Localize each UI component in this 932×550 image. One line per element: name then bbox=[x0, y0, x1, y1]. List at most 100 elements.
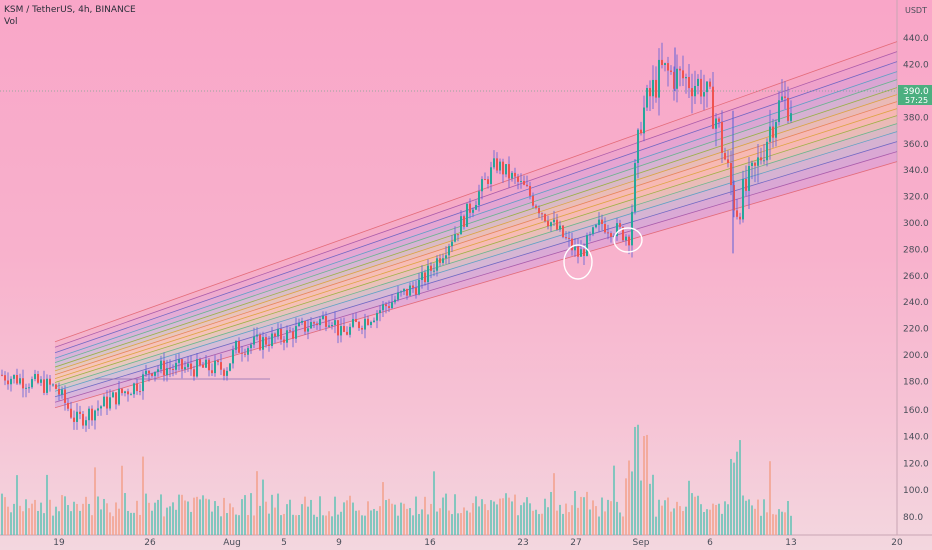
volume-bar bbox=[640, 480, 642, 535]
volume-bar bbox=[397, 515, 399, 535]
volume-bar bbox=[82, 503, 84, 535]
volume-bar bbox=[622, 516, 624, 535]
candle-body bbox=[46, 378, 48, 393]
candle-body bbox=[676, 68, 678, 89]
time-tick-label: 23 bbox=[517, 538, 528, 548]
candle-body bbox=[328, 325, 330, 327]
candle-body bbox=[19, 378, 21, 384]
volume-bar bbox=[244, 495, 246, 535]
candle-body bbox=[247, 348, 249, 355]
volume-bar bbox=[421, 509, 423, 535]
candle-body bbox=[94, 410, 96, 421]
candle-body bbox=[316, 323, 318, 326]
candle-body bbox=[571, 238, 573, 251]
volume-bar bbox=[571, 505, 573, 535]
candle-body bbox=[532, 195, 534, 206]
candle-body bbox=[598, 219, 600, 225]
annotation-circle-27[interactable] bbox=[563, 244, 593, 280]
volume-bar bbox=[556, 510, 558, 535]
candle-body bbox=[274, 333, 276, 337]
volume-bar bbox=[547, 507, 549, 535]
time-tick-label: 9 bbox=[336, 538, 342, 548]
candle-body bbox=[325, 315, 327, 327]
volume-bar bbox=[157, 499, 159, 535]
candle-body bbox=[586, 235, 588, 256]
volume-bar bbox=[676, 501, 678, 535]
volume-bar bbox=[100, 509, 102, 535]
candle-body bbox=[220, 362, 222, 370]
volume-bar bbox=[667, 497, 669, 535]
candle-body bbox=[493, 158, 495, 168]
candle-body bbox=[775, 122, 777, 138]
price-axis[interactable]: 440.0420.0400.0380.0360.0340.0320.0300.0… bbox=[898, 6, 932, 523]
volume-bar bbox=[709, 509, 711, 535]
volume-bar bbox=[472, 503, 474, 535]
channel-line bbox=[54, 41, 898, 343]
candle-body bbox=[367, 318, 369, 325]
volume-bar bbox=[64, 496, 66, 535]
candle-body bbox=[298, 322, 300, 327]
volume-bar bbox=[280, 515, 282, 535]
candle-body bbox=[529, 186, 531, 196]
volume-bar bbox=[766, 512, 768, 535]
candle-body bbox=[520, 180, 522, 182]
volume-bar bbox=[520, 505, 522, 535]
volume-bar bbox=[364, 515, 366, 535]
volume-bar bbox=[97, 496, 99, 535]
volume-bar bbox=[277, 493, 279, 535]
channel-band bbox=[55, 101, 897, 379]
channel-band bbox=[55, 123, 897, 392]
volume-bar bbox=[253, 515, 255, 535]
candle-body bbox=[523, 180, 525, 185]
price-tick-label: 140.0 bbox=[903, 433, 929, 443]
channel-line bbox=[54, 115, 898, 383]
candle-body bbox=[202, 364, 204, 368]
candle-body bbox=[304, 320, 306, 332]
annotation-circle-sep[interactable] bbox=[613, 227, 643, 253]
candle-body bbox=[244, 353, 246, 355]
candle-body bbox=[562, 225, 564, 238]
candle-body bbox=[67, 402, 69, 409]
candle-body bbox=[7, 380, 9, 385]
candle-body bbox=[64, 389, 66, 403]
symbol-title[interactable]: KSM / TetherUS, 4h, BINANCE bbox=[4, 5, 136, 15]
channel-line bbox=[54, 71, 898, 359]
candle-body bbox=[34, 373, 36, 380]
candle-body bbox=[79, 411, 81, 414]
volume-bar bbox=[769, 461, 771, 535]
candle-body bbox=[349, 326, 351, 335]
volume-bar bbox=[229, 503, 231, 535]
volume-bar bbox=[679, 506, 681, 535]
candle-body bbox=[151, 373, 153, 376]
candle-body bbox=[436, 258, 438, 271]
time-axis[interactable]: 19 26 Aug 5 9 16 23 27 Sep 6 13 20 bbox=[53, 538, 903, 548]
candle-body bbox=[595, 224, 597, 228]
candle-body bbox=[556, 219, 558, 230]
volume-bar bbox=[772, 514, 774, 535]
channel-line bbox=[54, 79, 898, 364]
candle-body bbox=[331, 324, 333, 326]
candle-body bbox=[370, 321, 372, 325]
volume-bar bbox=[430, 503, 432, 535]
volume-bar bbox=[592, 500, 594, 535]
candle-body bbox=[724, 152, 726, 160]
volume-bar bbox=[160, 494, 162, 535]
candle-body bbox=[736, 210, 738, 217]
volume-bar bbox=[466, 510, 468, 535]
volume-bar bbox=[199, 499, 201, 535]
volume-bar bbox=[391, 503, 393, 535]
volume-bar bbox=[550, 491, 552, 535]
candle-body bbox=[295, 326, 297, 339]
candle-body bbox=[619, 223, 621, 228]
candle-body bbox=[721, 121, 723, 153]
volume-bar bbox=[697, 495, 699, 535]
volume-bar bbox=[349, 495, 351, 535]
channel-line bbox=[54, 141, 898, 398]
candle-body bbox=[58, 388, 60, 395]
volume-bar bbox=[334, 496, 336, 535]
time-tick-label: Aug bbox=[223, 538, 241, 548]
volume-indicator-label[interactable]: Vol bbox=[4, 17, 18, 27]
volume-bar bbox=[517, 515, 519, 535]
